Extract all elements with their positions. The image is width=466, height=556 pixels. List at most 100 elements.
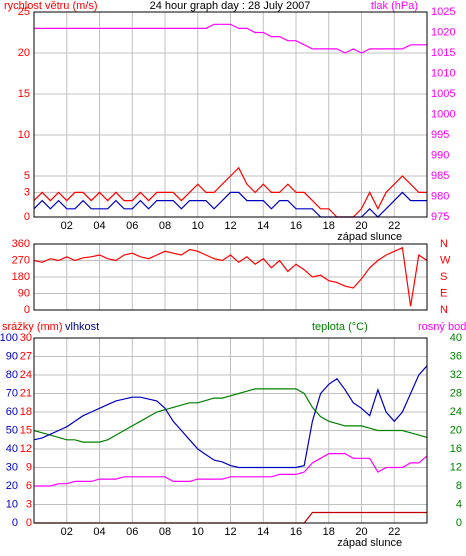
y-tick-label: 50 bbox=[6, 424, 18, 436]
y-tick-label: 975 bbox=[431, 211, 449, 223]
y-tick-label: 80 bbox=[6, 369, 18, 381]
y-tick-label: 5 bbox=[24, 170, 30, 182]
y-tick-label: 270 bbox=[12, 254, 30, 266]
y-tick-label: 980 bbox=[431, 190, 449, 202]
y-tick-label: 6 bbox=[26, 480, 32, 492]
y-tick-label: 1015 bbox=[431, 47, 455, 59]
y-tick-label: 3 bbox=[24, 186, 30, 198]
y-tick-label: 30 bbox=[6, 461, 18, 473]
x-tick-label: 06 bbox=[126, 220, 138, 232]
x-tick-label: 20 bbox=[355, 220, 367, 232]
x-tick-label: 12 bbox=[224, 220, 236, 232]
y-tick-label: 30 bbox=[20, 332, 32, 344]
x-tick-label: 02 bbox=[61, 220, 73, 232]
annotation: západ slunce bbox=[337, 537, 402, 549]
y-tick-label: 16 bbox=[450, 443, 462, 455]
y-tick-label: 20 bbox=[6, 480, 18, 492]
y-tick-label: 36 bbox=[450, 350, 462, 362]
x-tick-label: 22 bbox=[388, 526, 400, 538]
y-tick-label: 32 bbox=[450, 369, 462, 381]
x-tick-label: 22 bbox=[388, 220, 400, 232]
data-line bbox=[34, 453, 428, 487]
data-line bbox=[33, 166, 427, 218]
data-line bbox=[33, 388, 428, 443]
y-tick-label: E bbox=[440, 287, 447, 299]
y-tick-label: S bbox=[440, 271, 447, 283]
y-tick-label: 21 bbox=[20, 387, 32, 399]
y-tick-label: 90 bbox=[18, 287, 30, 299]
plot-border bbox=[33, 243, 428, 311]
data-line bbox=[34, 23, 427, 54]
x-tick-label: 10 bbox=[192, 220, 204, 232]
y-tick-label: 0 bbox=[26, 517, 32, 529]
y-tick-label: 24 bbox=[450, 406, 462, 418]
y-tick-label: 0 bbox=[456, 517, 462, 529]
x-tick-label: 04 bbox=[93, 220, 105, 232]
x-tick-label: 18 bbox=[323, 526, 335, 538]
y-tick-label: N bbox=[440, 304, 448, 316]
y-tick-label: 180 bbox=[12, 271, 30, 283]
plot-border bbox=[33, 337, 428, 524]
x-tick-label: 04 bbox=[93, 526, 105, 538]
plot-border bbox=[33, 11, 428, 218]
y-tick-label: 15 bbox=[18, 88, 30, 100]
y-tick-label: 990 bbox=[431, 149, 449, 161]
axis-label: tlak (hPa) bbox=[371, 0, 418, 12]
y-tick-label: 10 bbox=[18, 129, 30, 141]
y-tick-label: W bbox=[440, 254, 451, 266]
y-tick-label: 360 bbox=[12, 238, 30, 250]
y-tick-label: 9 bbox=[26, 461, 32, 473]
y-tick-label: 995 bbox=[431, 129, 449, 141]
y-tick-label: 0 bbox=[12, 517, 18, 529]
x-tick-label: 14 bbox=[257, 526, 269, 538]
y-tick-label: 1025 bbox=[431, 6, 455, 18]
x-tick-label: 02 bbox=[61, 526, 73, 538]
x-tick-label: 06 bbox=[126, 526, 138, 538]
y-tick-label: 10 bbox=[6, 498, 18, 510]
x-tick-label: 14 bbox=[257, 220, 269, 232]
y-tick-label: 20 bbox=[450, 424, 462, 436]
y-tick-label: 25 bbox=[18, 6, 30, 18]
y-tick-label: 70 bbox=[6, 387, 18, 399]
x-tick-label: 10 bbox=[192, 526, 204, 538]
data-line bbox=[33, 246, 428, 307]
x-tick-label: 20 bbox=[355, 526, 367, 538]
x-tick-label: 18 bbox=[323, 220, 335, 232]
y-tick-label: 1000 bbox=[431, 108, 455, 120]
y-tick-label: 985 bbox=[431, 170, 449, 182]
y-tick-label: 12 bbox=[20, 443, 32, 455]
y-tick-label: 1010 bbox=[431, 67, 455, 79]
y-tick-label: 20 bbox=[18, 47, 30, 59]
y-tick-label: 0 bbox=[24, 211, 30, 223]
y-tick-label: 15 bbox=[20, 424, 32, 436]
axis-label: teplota (°C) bbox=[312, 321, 368, 333]
data-line bbox=[33, 365, 428, 469]
y-tick-label: 60 bbox=[6, 406, 18, 418]
y-tick-label: 100 bbox=[0, 332, 18, 344]
x-tick-label: 12 bbox=[224, 526, 236, 538]
legend-label: rosný bod bbox=[418, 321, 466, 333]
y-tick-label: 27 bbox=[20, 350, 32, 362]
y-tick-label: 12 bbox=[450, 461, 462, 473]
y-tick-label: 4 bbox=[456, 498, 462, 510]
axis-label: srážky (mm) bbox=[2, 321, 63, 333]
axis-label: vlhkost bbox=[65, 321, 99, 333]
x-tick-label: 16 bbox=[290, 526, 302, 538]
y-tick-label: 28 bbox=[450, 387, 462, 399]
y-tick-label: 8 bbox=[456, 480, 462, 492]
y-tick-label: 24 bbox=[20, 369, 32, 381]
x-tick-label: 16 bbox=[290, 220, 302, 232]
x-tick-label: 08 bbox=[159, 526, 171, 538]
y-tick-label: 40 bbox=[450, 332, 462, 344]
y-tick-label: 90 bbox=[6, 350, 18, 362]
y-tick-label: 40 bbox=[6, 443, 18, 455]
y-tick-label: 3 bbox=[26, 498, 32, 510]
y-tick-label: N bbox=[440, 238, 448, 250]
x-tick-label: 08 bbox=[159, 220, 171, 232]
axis-label: rychlost větru (m/s) bbox=[4, 0, 98, 12]
y-tick-label: 18 bbox=[20, 406, 32, 418]
y-tick-label: 1005 bbox=[431, 88, 455, 100]
y-tick-label: 0 bbox=[24, 304, 30, 316]
annotation: západ slunce bbox=[337, 231, 402, 243]
